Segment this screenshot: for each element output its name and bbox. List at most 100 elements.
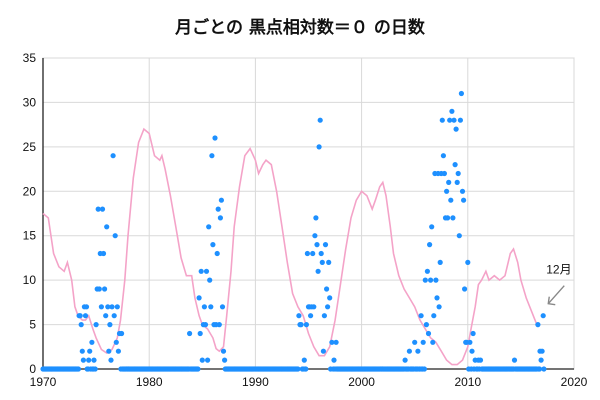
data-point bbox=[477, 357, 484, 363]
x-tick-labels: 1970 1980 1990 2000 2010 2020 bbox=[30, 375, 588, 389]
data-point bbox=[455, 170, 461, 177]
x-tick-label: 2000 bbox=[348, 375, 375, 389]
x-tick-label: 2020 bbox=[561, 375, 588, 389]
data-point bbox=[444, 188, 450, 194]
data-point bbox=[329, 339, 335, 345]
data-point bbox=[511, 357, 518, 363]
x-tick-label: 1990 bbox=[242, 375, 269, 389]
data-point bbox=[119, 330, 125, 337]
data-point bbox=[470, 330, 476, 337]
data-point bbox=[110, 153, 116, 159]
plot-frame bbox=[42, 57, 575, 370]
data-point bbox=[105, 304, 111, 310]
data-point bbox=[315, 268, 321, 274]
data-point bbox=[424, 268, 430, 274]
data-point bbox=[108, 357, 114, 363]
data-point bbox=[436, 304, 442, 310]
data-point bbox=[83, 304, 90, 310]
data-point bbox=[314, 242, 320, 248]
annotation-arrow bbox=[547, 285, 565, 305]
data-point bbox=[467, 339, 473, 345]
data-point bbox=[195, 366, 201, 372]
plot-area: 1970 1980 1990 2000 2010 2020 05101520253035 … bbox=[23, 51, 588, 389]
data-point bbox=[220, 348, 227, 354]
data-point bbox=[538, 357, 544, 363]
data-point bbox=[202, 322, 209, 328]
data-point bbox=[205, 357, 211, 363]
data-point bbox=[113, 339, 119, 345]
data-point bbox=[210, 242, 216, 248]
y-tick-label: 0 bbox=[29, 362, 36, 376]
y-tick-label: 25 bbox=[23, 140, 37, 154]
y-tick-label: 20 bbox=[23, 184, 37, 198]
data-point bbox=[313, 215, 319, 221]
y-tick-label: 15 bbox=[23, 229, 37, 243]
data-point bbox=[437, 259, 443, 265]
data-point bbox=[106, 348, 112, 354]
data-point bbox=[75, 366, 81, 372]
data-point bbox=[462, 286, 468, 292]
data-point bbox=[469, 348, 475, 354]
x-tick-label: 2010 bbox=[454, 375, 481, 389]
data-point bbox=[451, 117, 457, 123]
data-point bbox=[93, 322, 99, 328]
data-point bbox=[92, 366, 98, 372]
data-point bbox=[465, 259, 471, 265]
data-point bbox=[322, 242, 329, 248]
data-point bbox=[109, 304, 115, 310]
data-point bbox=[95, 206, 101, 212]
data-point bbox=[103, 313, 109, 319]
x-tick-label: 1970 bbox=[30, 375, 57, 389]
data-point bbox=[430, 339, 436, 345]
data-point bbox=[428, 277, 434, 283]
data-point bbox=[461, 197, 467, 203]
data-point bbox=[326, 259, 332, 265]
data-point bbox=[308, 313, 314, 319]
data-point bbox=[296, 313, 302, 319]
data-point bbox=[433, 277, 439, 283]
annotation: 12月 bbox=[546, 263, 572, 306]
data-point bbox=[406, 348, 412, 354]
data-point bbox=[206, 224, 212, 230]
data-point bbox=[82, 313, 89, 319]
data-point bbox=[319, 259, 325, 265]
data-point bbox=[441, 170, 447, 177]
data-point bbox=[454, 179, 460, 185]
data-point bbox=[87, 348, 93, 354]
data-point bbox=[316, 144, 322, 150]
data-point bbox=[187, 330, 193, 337]
data-point bbox=[203, 268, 210, 274]
data-point bbox=[434, 295, 440, 301]
data-point bbox=[431, 313, 437, 319]
data-point bbox=[449, 108, 455, 114]
data-point bbox=[216, 322, 222, 328]
data-point bbox=[303, 366, 309, 372]
data-point bbox=[222, 357, 228, 363]
data-point bbox=[445, 215, 451, 221]
data-point bbox=[79, 348, 85, 354]
data-point bbox=[423, 322, 429, 328]
data-point bbox=[422, 277, 428, 283]
data-point bbox=[539, 348, 545, 354]
data-point bbox=[453, 126, 459, 132]
data-point bbox=[418, 313, 424, 319]
data-point bbox=[457, 117, 463, 123]
data-point bbox=[321, 313, 327, 319]
data-point bbox=[102, 286, 108, 292]
data-point bbox=[320, 348, 326, 354]
data-point bbox=[327, 295, 333, 301]
data-point bbox=[427, 242, 433, 248]
data-point bbox=[209, 153, 215, 159]
data-point bbox=[448, 197, 454, 203]
data-point bbox=[429, 224, 435, 230]
data-point bbox=[415, 348, 421, 354]
data-point bbox=[214, 250, 220, 257]
data-point bbox=[91, 357, 97, 363]
data-point bbox=[197, 330, 203, 337]
data-point bbox=[317, 117, 323, 123]
data-point bbox=[298, 322, 304, 328]
y-tick-label: 5 bbox=[29, 318, 36, 332]
data-point bbox=[311, 304, 317, 310]
data-point bbox=[324, 286, 330, 292]
